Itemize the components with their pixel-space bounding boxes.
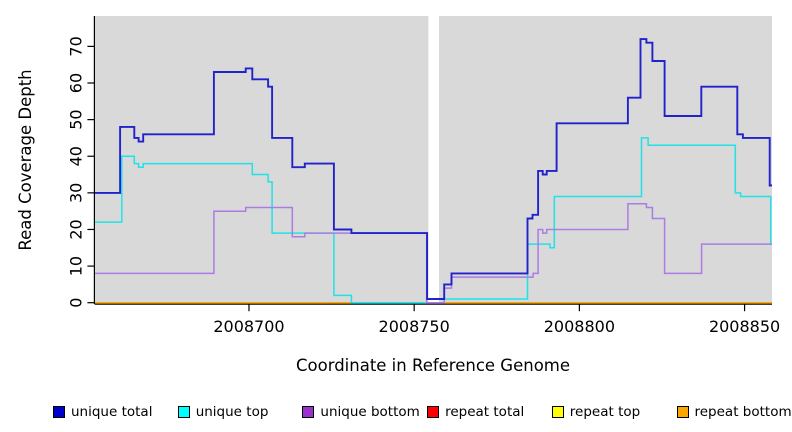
legend-item-repeat-total: repeat total: [427, 402, 524, 422]
legend-item-unique-total: unique total: [53, 402, 152, 422]
legend-swatch-unique-bottom: [302, 406, 315, 418]
legend-swatch-repeat-top: [551, 406, 564, 418]
legend-label-repeat-top: repeat top: [569, 404, 641, 420]
legend-item-unique-top: unique top: [177, 402, 269, 422]
x-tick-label: 2008850: [709, 317, 780, 336]
legend-swatch-unique-top: [177, 406, 190, 418]
legend-item-repeat-top: repeat top: [551, 402, 641, 422]
y-axis-ticks: 0 10 20 30 40 50 60 70: [67, 36, 95, 308]
legend-label-unique-total: unique total: [71, 404, 153, 420]
no-data-gap: [428, 16, 439, 304]
series-unique-top-line: [95, 137, 772, 304]
y-tick-label: 20: [67, 219, 86, 239]
y-tick-label: 40: [67, 146, 86, 166]
legend-label-repeat-total: repeat total: [445, 404, 525, 420]
y-tick-label: 0: [67, 298, 86, 308]
y-tick-label: 30: [67, 183, 86, 203]
legend: unique total unique top unique bottom repea…: [0, 398, 792, 428]
series-unique-bottom-line: [95, 203, 772, 304]
legend-label-repeat-bottom: repeat bottom: [694, 404, 792, 420]
legend-item-unique-bottom: unique bottom: [302, 402, 420, 422]
series-unique-total-line: [95, 38, 772, 300]
legend-label-unique-top: unique top: [195, 404, 269, 420]
legend-swatch-repeat-total: [427, 406, 440, 418]
legend-swatch-unique-total: [53, 406, 65, 418]
y-tick-label: 60: [67, 73, 86, 93]
y-tick-label: 50: [67, 109, 86, 129]
y-tick-label: 70: [67, 36, 86, 56]
y-tick-label: 10: [67, 256, 86, 276]
x-axis-ticks: 2008700 2008750 2008800 2008850: [213, 304, 780, 336]
legend-swatch-repeat-bottom: [676, 406, 689, 418]
y-axis-title: Read Coverage Depth: [16, 69, 35, 250]
series-group: [95, 38, 772, 304]
x-tick-label: 2008800: [544, 317, 615, 336]
x-tick-label: 2008700: [213, 317, 284, 336]
x-tick-label: 2008750: [379, 317, 450, 336]
legend-label-unique-bottom: unique bottom: [320, 404, 420, 420]
legend-item-repeat-bottom: repeat bottom: [676, 402, 792, 422]
x-axis-title: Coordinate in Reference Genome: [296, 356, 570, 375]
